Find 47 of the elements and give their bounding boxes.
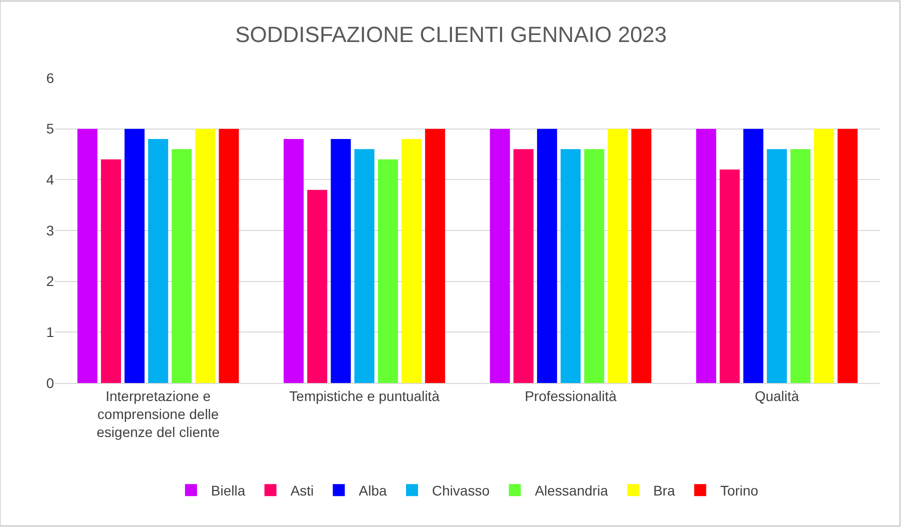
bar (838, 128, 858, 383)
bar (100, 159, 121, 383)
y-tick-label: 5 (46, 120, 54, 137)
bar (696, 128, 716, 383)
x-tick-label: Professionalità (524, 388, 617, 404)
bar (354, 149, 374, 383)
bar (814, 128, 834, 383)
bar (77, 128, 98, 383)
bar (720, 170, 740, 383)
bar (218, 128, 239, 383)
bar (631, 128, 652, 383)
bar (148, 139, 168, 383)
bar (284, 139, 304, 383)
x-tick-label: Tempistiche e puntualità (289, 388, 440, 404)
bar (743, 128, 764, 383)
legend-label: Bra (653, 482, 676, 499)
x-tick-label: Interpretazione e comprensione delle esigenze del cliente (96, 388, 220, 440)
y-tick-label: 6 (46, 70, 54, 86)
bar (584, 149, 604, 383)
bar (124, 128, 145, 383)
bar (560, 149, 581, 383)
y-tick-label: 1 (46, 324, 54, 340)
bar (490, 128, 510, 383)
bar (537, 128, 558, 383)
y-tick-label: 3 (46, 222, 54, 238)
y-tick-label: 4 (46, 172, 54, 188)
bar (425, 128, 446, 383)
bar (766, 149, 787, 383)
legend-label: Alessandria (534, 482, 608, 499)
legend-label: Torino (720, 482, 759, 499)
y-tick-label: 0 (46, 374, 54, 391)
legend-label: Alba (358, 482, 388, 499)
y-tick-label: 2 (46, 273, 54, 290)
legend-label: Chivasso (432, 482, 490, 499)
x-tick-label: Qualità (754, 388, 800, 404)
legend-label: Biella (211, 482, 246, 499)
bar (608, 128, 628, 383)
bar (790, 149, 810, 383)
bar (172, 149, 192, 383)
bar (195, 128, 216, 383)
chart-title: SODDISFAZIONE CLIENTI GENNAIO 2023 (235, 22, 667, 47)
bar (513, 149, 534, 383)
bar (378, 159, 398, 383)
bar (307, 190, 328, 383)
bar (402, 139, 422, 383)
legend-label: Asti (290, 482, 314, 499)
bar (330, 139, 351, 383)
